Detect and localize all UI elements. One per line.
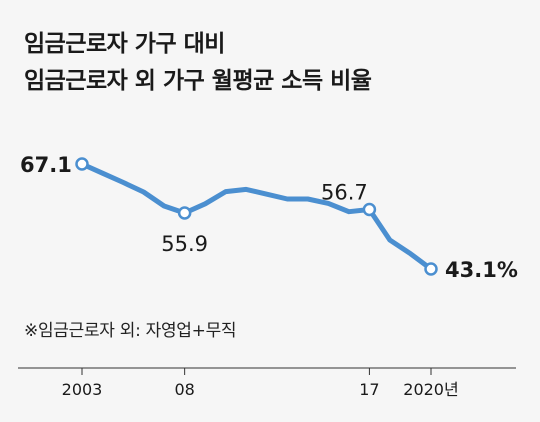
chart-title: 임금근로자 가구 대비 임금근로자 외 가구 월평균 소득 비율	[24, 26, 372, 100]
series-layer	[75, 157, 438, 276]
x-tick-label: 08	[174, 380, 194, 399]
data-label: 56.7	[321, 181, 368, 205]
series-line	[79, 161, 434, 272]
data-label: 67.1	[20, 153, 72, 177]
chart-footnote: ※임금근로자 외: 자영업+무직	[24, 321, 237, 341]
chart-title-line-2: 임금근로자 외 가구 월평균 소득 비율	[24, 68, 372, 94]
data-point-marker	[75, 157, 89, 171]
data-point-marker	[424, 262, 438, 276]
data-label: 55.9	[161, 232, 208, 256]
chart-title-line-1: 임금근로자 가구 대비	[24, 31, 225, 57]
x-tick-label: 2020년	[403, 380, 458, 399]
x-tick-label: 17	[359, 380, 379, 399]
x-tick-label: 2003	[62, 380, 103, 399]
data-label: 43.1%	[445, 258, 518, 282]
x-axis: 2003 08 17 2020년	[18, 367, 516, 399]
data-point-marker	[177, 206, 192, 220]
data-point-marker	[362, 202, 377, 217]
data-labels: 67.1 55.9 56.7 43.1%	[20, 153, 518, 282]
